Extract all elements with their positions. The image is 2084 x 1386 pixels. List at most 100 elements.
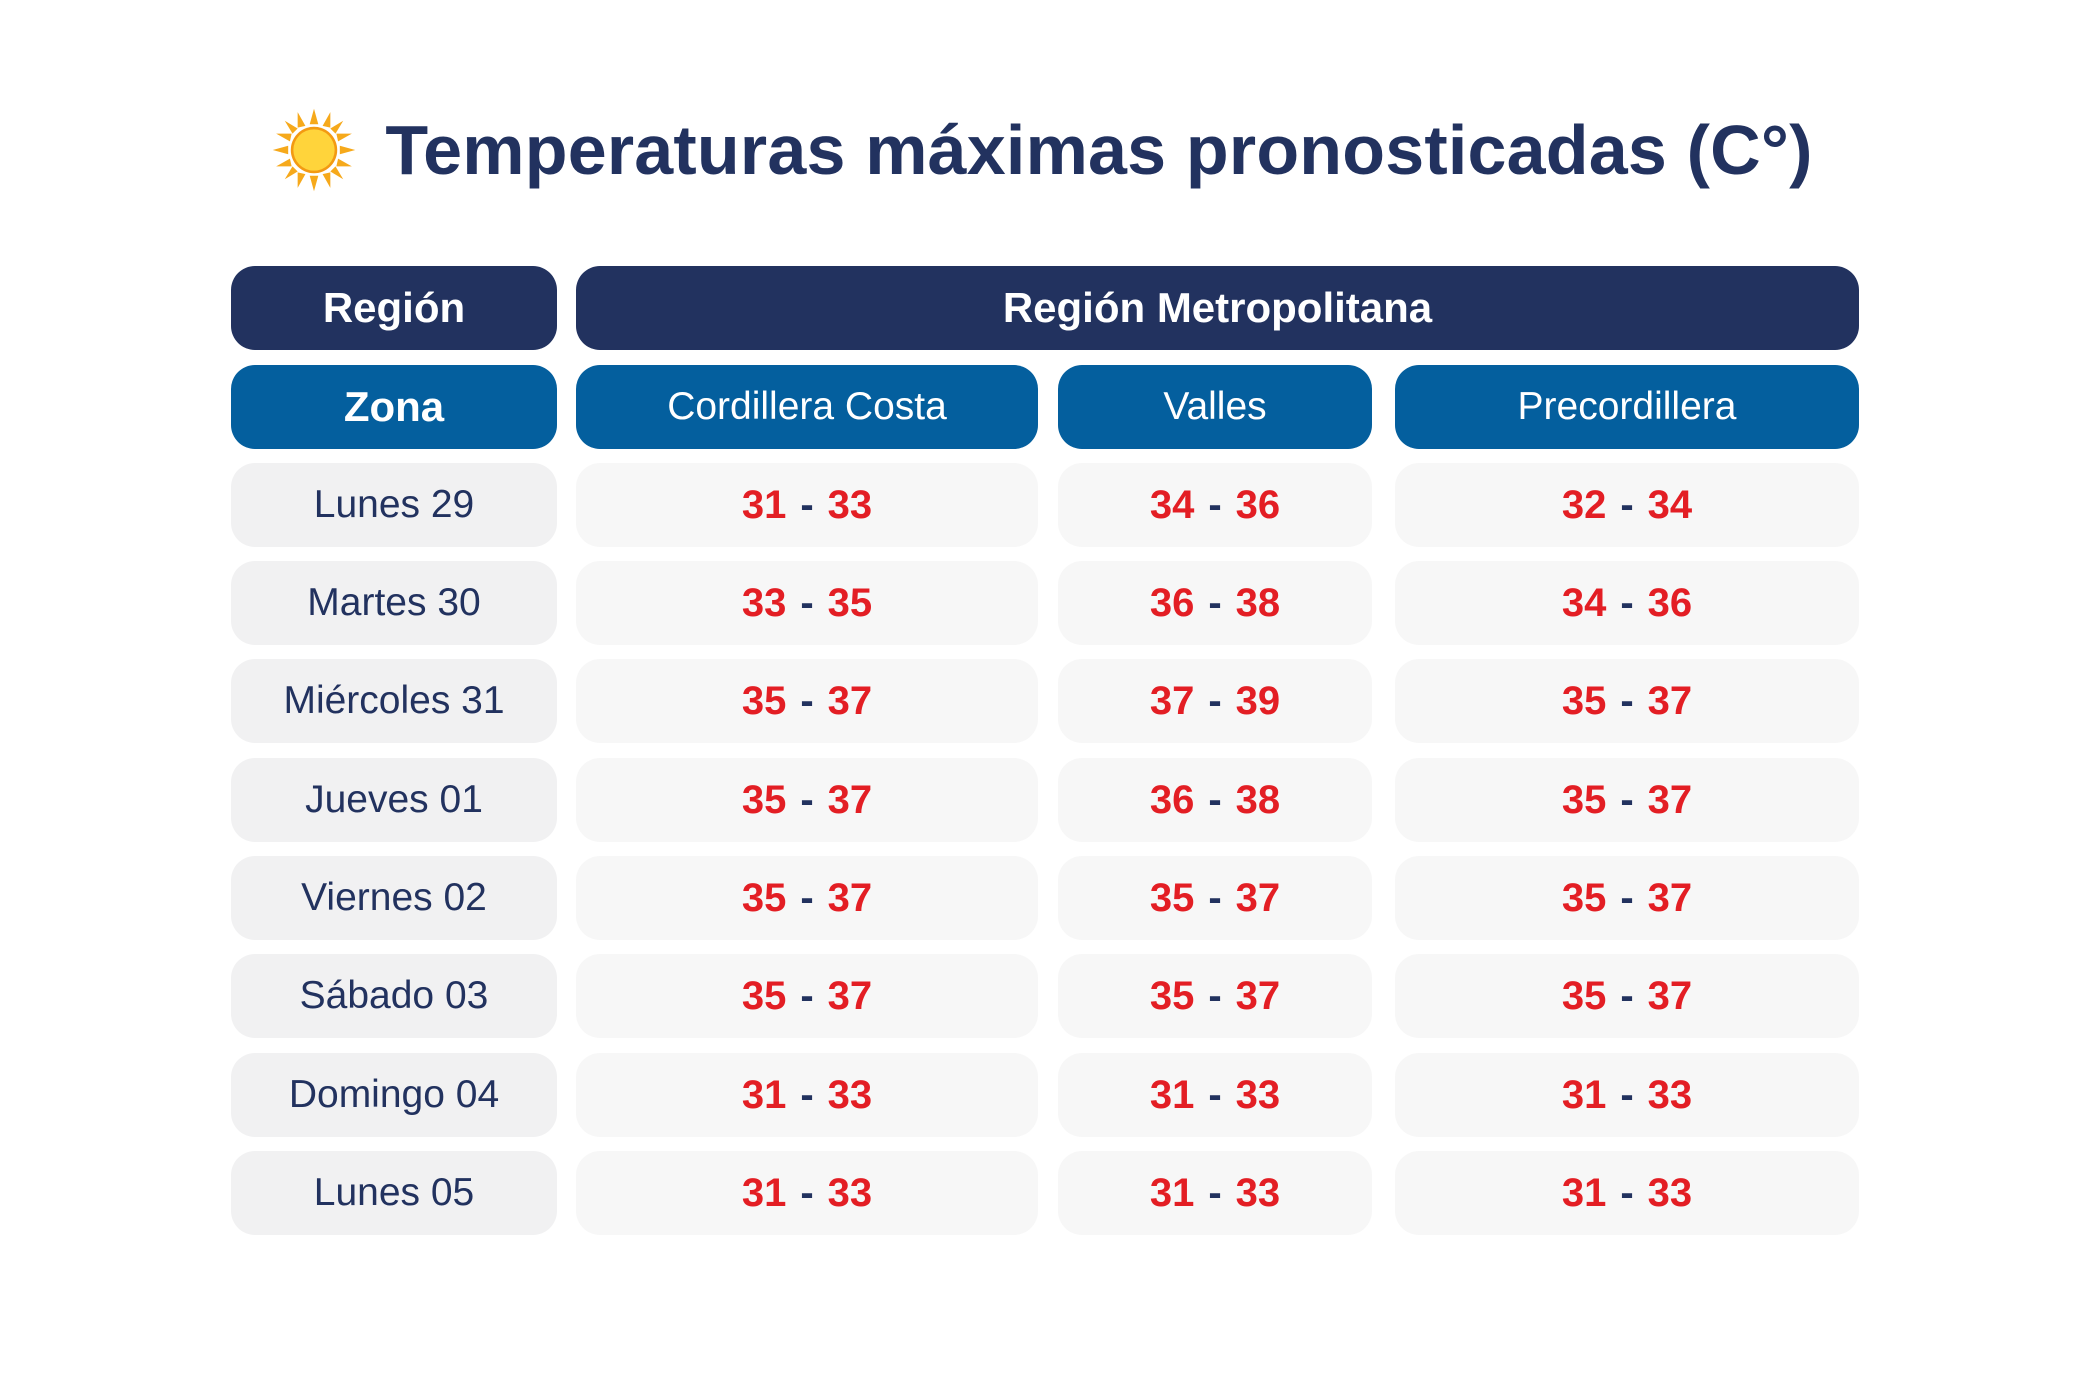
temperature-range-cell: 35-37: [1058, 954, 1372, 1038]
temperature-max: 38: [1235, 777, 1281, 822]
range-separator: -: [1620, 678, 1634, 723]
day-cell: Viernes 02: [231, 856, 557, 940]
temperature-max: 33: [1235, 1170, 1281, 1215]
temperature-range-cell: 31-33: [1058, 1151, 1372, 1235]
temperature-max: 37: [827, 973, 873, 1018]
temperature-range-cell: 31-33: [576, 1151, 1038, 1235]
zone-header-valles: Valles: [1058, 365, 1372, 449]
region-value: Región Metropolitana: [576, 266, 1859, 350]
day-cell: Lunes 05: [231, 1151, 557, 1235]
day-cell: Miércoles 31: [231, 659, 557, 743]
day-cell: Jueves 01: [231, 758, 557, 842]
table-row: Lunes 29 31-33 34-36 32-34: [231, 463, 1859, 547]
temperature-range-cell: 34-36: [1395, 561, 1859, 645]
temperature-max: 37: [1647, 875, 1693, 920]
title-row: Temperaturas máximas pronosticadas (C°): [0, 100, 2084, 200]
temperature-max: 33: [1235, 1072, 1281, 1117]
temperature-min: 33: [741, 580, 787, 625]
temperature-min: 35: [1561, 973, 1607, 1018]
zone-header-row: Zona Cordillera Costa Valles Precordille…: [231, 365, 1859, 449]
range-separator: -: [1620, 1170, 1634, 1215]
temperature-max: 37: [827, 777, 873, 822]
range-separator: -: [1208, 875, 1222, 920]
table-row: Jueves 01 35-37 36-38 35-37: [231, 758, 1859, 842]
temperature-max: 33: [827, 1170, 873, 1215]
zone-header-precordillera: Precordillera: [1395, 365, 1859, 449]
range-separator: -: [1208, 482, 1222, 527]
page-title: Temperaturas máximas pronosticadas (C°): [385, 111, 1813, 189]
temperature-max: 37: [827, 875, 873, 920]
range-separator: -: [800, 875, 814, 920]
temperature-range-cell: 35-37: [576, 954, 1038, 1038]
temperature-range-cell: 33-35: [576, 561, 1038, 645]
temperature-min: 35: [741, 678, 787, 723]
temperature-min: 31: [1561, 1072, 1607, 1117]
temperature-min: 36: [1149, 777, 1195, 822]
region-header-row: Región Región Metropolitana: [231, 266, 1859, 350]
range-separator: -: [1208, 1072, 1222, 1117]
temperature-min: 35: [741, 875, 787, 920]
temperature-range-cell: 31-33: [1395, 1053, 1859, 1137]
temperature-min: 31: [1149, 1170, 1195, 1215]
temperature-range-cell: 31-33: [576, 463, 1038, 547]
region-label: Región: [231, 266, 557, 350]
temperature-min: 34: [1149, 482, 1195, 527]
temperature-min: 31: [1149, 1072, 1195, 1117]
temperature-range-cell: 31-33: [1058, 1053, 1372, 1137]
temperature-max: 37: [1235, 875, 1281, 920]
temperature-range-cell: 36-38: [1058, 758, 1372, 842]
sun-icon: [273, 108, 356, 192]
day-cell: Lunes 29: [231, 463, 557, 547]
temperature-max: 35: [827, 580, 873, 625]
temperature-range-cell: 35-37: [576, 659, 1038, 743]
temperature-min: 37: [1149, 678, 1195, 723]
temperature-range-cell: 35-37: [1395, 954, 1859, 1038]
range-separator: -: [1208, 678, 1222, 723]
temperature-min: 35: [741, 777, 787, 822]
temperature-min: 35: [741, 973, 787, 1018]
temperature-range-cell: 36-38: [1058, 561, 1372, 645]
range-separator: -: [1208, 973, 1222, 1018]
temperature-range-cell: 31-33: [576, 1053, 1038, 1137]
table-row: Viernes 02 35-37 35-37 35-37: [231, 856, 1859, 940]
temperature-max: 33: [1647, 1072, 1693, 1117]
range-separator: -: [1208, 1170, 1222, 1215]
range-separator: -: [800, 482, 814, 527]
range-separator: -: [1208, 777, 1222, 822]
temperature-max: 39: [1235, 678, 1281, 723]
day-cell: Sábado 03: [231, 954, 557, 1038]
temperature-range-cell: 35-37: [1395, 758, 1859, 842]
table-row: Miércoles 31 35-37 37-39 35-37: [231, 659, 1859, 743]
table-row: Domingo 04 31-33 31-33 31-33: [231, 1053, 1859, 1137]
temperature-range-cell: 35-37: [1395, 659, 1859, 743]
temperature-range-cell: 35-37: [576, 856, 1038, 940]
day-cell: Domingo 04: [231, 1053, 557, 1137]
temperature-max: 36: [1235, 482, 1281, 527]
range-separator: -: [1620, 973, 1634, 1018]
range-separator: -: [1620, 875, 1634, 920]
temperature-range-cell: 35-37: [1395, 856, 1859, 940]
range-separator: -: [800, 580, 814, 625]
zone-header-cordillera-costa: Cordillera Costa: [576, 365, 1038, 449]
temperature-range-cell: 37-39: [1058, 659, 1372, 743]
zona-label: Zona: [231, 365, 557, 449]
temperature-min: 35: [1561, 777, 1607, 822]
range-separator: -: [800, 678, 814, 723]
temperature-max: 38: [1235, 580, 1281, 625]
temperature-max: 34: [1647, 482, 1693, 527]
temperature-range-cell: 35-37: [1058, 856, 1372, 940]
temperature-min: 34: [1561, 580, 1607, 625]
temperature-max: 37: [1235, 973, 1281, 1018]
temperature-min: 35: [1561, 678, 1607, 723]
temperature-min: 31: [741, 482, 787, 527]
temperature-max: 37: [827, 678, 873, 723]
range-separator: -: [1208, 580, 1222, 625]
temperature-min: 35: [1149, 973, 1195, 1018]
temperature-min: 35: [1149, 875, 1195, 920]
temperature-range-cell: 34-36: [1058, 463, 1372, 547]
day-cell: Martes 30: [231, 561, 557, 645]
temperature-min: 31: [741, 1072, 787, 1117]
temperature-min: 35: [1561, 875, 1607, 920]
temperature-max: 37: [1647, 973, 1693, 1018]
